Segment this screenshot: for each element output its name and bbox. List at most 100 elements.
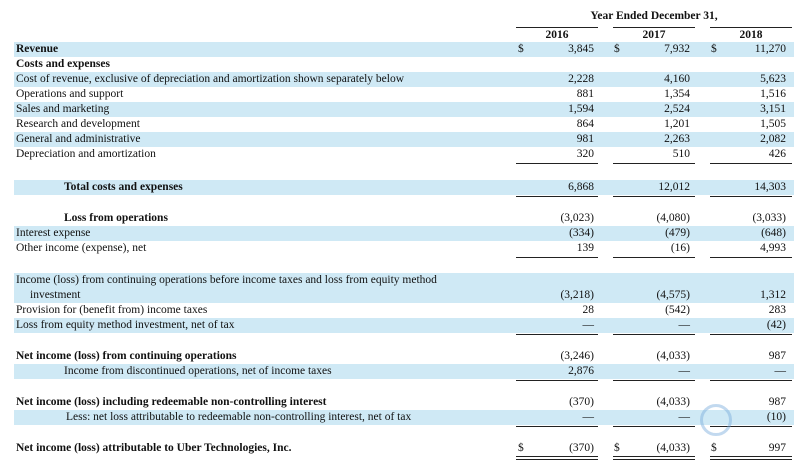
value-2017: 2,263 [664, 133, 690, 145]
row-label: Sales and marketing [16, 103, 110, 115]
currency-symbol: $ [614, 43, 620, 55]
table-row-total-costs: Total costs and expenses 6,868 12,012 14… [14, 180, 794, 195]
table-row-less-nci: Less: net loss attributable to redeemabl… [14, 410, 794, 425]
value-2018: 426 [768, 148, 786, 160]
currency-symbol: $ [518, 43, 524, 55]
row-label: Net income (loss) from continuing operat… [16, 350, 237, 362]
value-2018: (648) [761, 227, 786, 239]
year-2018-header: 2018 [710, 27, 792, 43]
row-label: Loss from equity method investment, net … [16, 319, 235, 331]
value-2017: — [678, 319, 691, 331]
value-2018: 14,303 [754, 181, 786, 193]
value-2018: 987 [768, 350, 786, 362]
value-2017: 1,354 [664, 88, 690, 100]
table-row-sales: Sales and marketing 1,594 2,524 3,151 [14, 102, 794, 117]
value-2017: — [678, 411, 691, 423]
value-2018: — [774, 365, 787, 377]
row-label: Research and development [16, 118, 140, 130]
value-2016: 28 [582, 304, 595, 316]
value-2017: (542) [665, 304, 690, 316]
value-2017: 7,932 [664, 43, 690, 55]
value-2016: (3,023) [560, 212, 594, 224]
value-2016: 2,876 [568, 365, 594, 377]
subtotal-rule [613, 380, 695, 381]
value-2016: (3,246) [560, 350, 594, 362]
value-2016: 1,594 [568, 103, 594, 115]
subtotal-rule [516, 426, 598, 427]
value-2016: (370) [569, 396, 594, 408]
row-label: Cost of revenue, exclusive of depreciati… [16, 73, 404, 85]
row-label: Revenue [16, 43, 59, 55]
watermark-logo [700, 404, 732, 436]
row-label: Income from discontinued operations, net… [64, 365, 332, 377]
value-2017: (4,033) [656, 396, 690, 408]
subtotal-rule [613, 334, 695, 335]
value-2017: (479) [665, 227, 690, 239]
table-row-net-continuing: Net income (loss) from continuing operat… [14, 349, 794, 364]
value-2016: 2,228 [568, 73, 594, 85]
value-2018: 3,151 [760, 103, 786, 115]
row-label: Net income (loss) including redeemable n… [16, 396, 327, 408]
subtotal-rule [516, 380, 598, 381]
subtotal-rule [710, 380, 792, 381]
subtotal-rule [516, 196, 598, 197]
total-double-rule [613, 456, 695, 460]
year-2017-header: 2017 [613, 27, 695, 43]
table-row-other-income: Other income (expense), net 139 (16) 4,9… [14, 241, 794, 256]
row-label: Loss from operations [64, 212, 168, 224]
value-2016: (334) [569, 227, 594, 239]
table-row-equity-method-loss: Loss from equity method investment, net … [14, 318, 794, 333]
value-2018: 5,623 [760, 73, 786, 85]
row-label: Interest expense [16, 227, 91, 239]
value-2016: (3,218) [560, 289, 594, 301]
subtotal-rule [613, 426, 695, 427]
row-label: General and administrative [16, 133, 141, 145]
value-2017: (4,033) [656, 442, 690, 454]
value-2018: 997 [768, 442, 786, 454]
value-2018: 2,082 [760, 133, 786, 145]
value-2017: 1,201 [664, 118, 690, 130]
row-label-line1: Income (loss) from continuing operations… [16, 274, 437, 286]
subtotal-rule [710, 163, 792, 164]
table-row-net-including-nci: Net income (loss) including redeemable n… [14, 395, 794, 410]
value-2018: 1,505 [760, 118, 786, 130]
year-2016-header: 2016 [516, 27, 598, 43]
currency-symbol: $ [518, 442, 524, 454]
table-row-interest-expense: Interest expense (334) (479) (648) [14, 226, 794, 241]
table-row-costs-header: Costs and expenses [14, 57, 794, 72]
value-2018: 1,312 [760, 289, 786, 301]
value-2016: 981 [576, 133, 594, 145]
section-heading: Costs and expenses [16, 58, 110, 70]
value-2017: 510 [672, 148, 690, 160]
value-2016: 864 [576, 118, 594, 130]
table-row-income-before-taxes: Income (loss) from continuing operations… [14, 273, 794, 303]
subtotal-rule [613, 196, 695, 197]
value-2016: — [582, 319, 595, 331]
value-2018: (10) [766, 411, 786, 423]
value-2017: (4,033) [656, 350, 690, 362]
value-2017: (4,080) [656, 212, 690, 224]
subtotal-rule [613, 257, 695, 258]
row-label-line2: investment [30, 289, 81, 301]
subtotal-rule [710, 426, 792, 427]
currency-symbol: $ [711, 43, 717, 55]
subtotal-rule [710, 257, 792, 258]
total-double-rule [710, 456, 792, 460]
value-2018: 4,993 [760, 242, 786, 254]
row-label: Provision for (benefit from) income taxe… [16, 304, 208, 316]
row-label: Other income (expense), net [16, 242, 147, 254]
value-2017: — [678, 365, 691, 377]
value-2018: 11,270 [754, 43, 786, 55]
subtotal-rule [516, 163, 598, 164]
value-2016: — [582, 411, 595, 423]
currency-symbol: $ [614, 442, 620, 454]
row-label: Less: net loss attributable to redeemabl… [66, 411, 412, 423]
subtotal-rule [710, 334, 792, 335]
table-row-operations: Operations and support 881 1,354 1,516 [14, 87, 794, 102]
value-2017: 12,012 [658, 181, 690, 193]
value-2018: 987 [768, 396, 786, 408]
value-2016: 3,845 [568, 43, 594, 55]
value-2016: 139 [576, 242, 594, 254]
value-2016: 320 [576, 148, 594, 160]
